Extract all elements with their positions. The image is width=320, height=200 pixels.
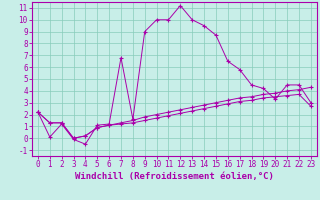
- X-axis label: Windchill (Refroidissement éolien,°C): Windchill (Refroidissement éolien,°C): [75, 172, 274, 181]
